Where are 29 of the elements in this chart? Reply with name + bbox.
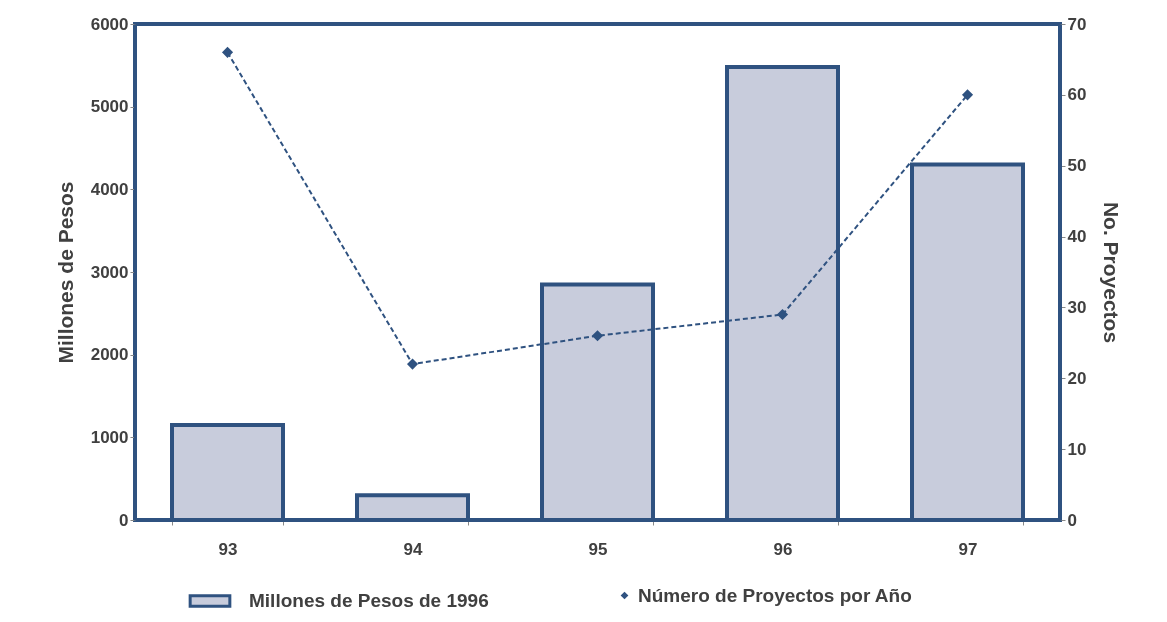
y-tick-label: 2000 <box>90 345 129 365</box>
y2-tick-label: 30 <box>1067 297 1087 317</box>
point <box>592 330 603 341</box>
y2-tick-label: 20 <box>1067 368 1087 388</box>
legend-label: Número de Proyectos por Año <box>638 584 912 606</box>
y-tick-label: 6000 <box>90 14 129 34</box>
point <box>222 47 233 58</box>
y-tick-label: 5000 <box>90 97 129 117</box>
y2-axis-title: No. Proyectos <box>1100 201 1124 344</box>
y2-tick-label: 40 <box>1067 227 1087 247</box>
point <box>777 309 788 320</box>
y-tick-label: 3000 <box>90 262 129 282</box>
y2-tick-label: 50 <box>1067 156 1087 176</box>
x-tick-label: 96 <box>773 539 793 559</box>
y-tick-label: 4000 <box>90 179 129 199</box>
y2-tick-label: 70 <box>1067 14 1087 34</box>
point <box>962 89 973 101</box>
y-tick-label: 1000 <box>90 427 129 447</box>
x-tick-label: 93 <box>218 539 238 559</box>
y-axis-title: Millones de Pesos <box>53 181 77 364</box>
y2-tick-label: 0 <box>1067 510 1077 530</box>
x-tick-label: 95 <box>588 539 608 559</box>
y2-tick-label: 60 <box>1067 85 1087 105</box>
x-tick-label: 94 <box>403 539 423 559</box>
y-tick-label: 0 <box>119 510 129 530</box>
x-tick-label: 97 <box>958 539 978 559</box>
legend-label: Millones de Pesos de 1996 <box>249 590 489 611</box>
point <box>407 358 418 370</box>
y2-tick-label: 10 <box>1067 439 1087 459</box>
